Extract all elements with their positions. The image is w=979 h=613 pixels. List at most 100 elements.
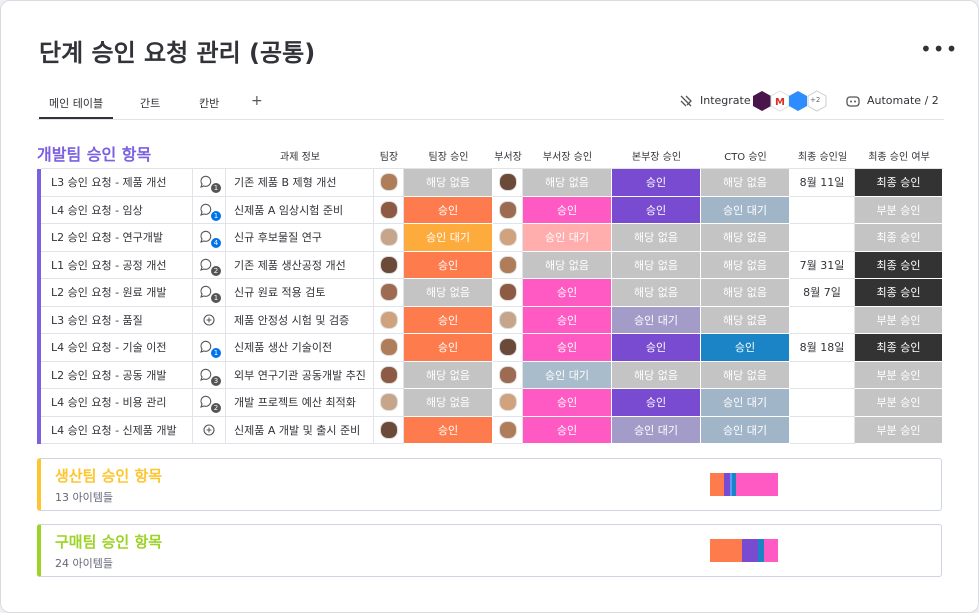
item-name[interactable]: L2 승인 요청 - 공동 개발 — [41, 361, 193, 389]
tab[interactable]: 메인 테이블 — [49, 97, 104, 110]
final-date — [790, 306, 855, 334]
status-team[interactable]: 승인 — [404, 251, 493, 279]
status-hq[interactable]: 해당 없음 — [612, 251, 701, 279]
status-final[interactable]: 최종 승인 — [855, 169, 943, 197]
status-final[interactable]: 부분 승인 — [855, 196, 943, 224]
status-dept[interactable]: 승인 — [523, 334, 612, 362]
add-tab[interactable]: + — [251, 93, 263, 109]
status-hq[interactable]: 승인 — [612, 389, 701, 417]
avatar — [498, 420, 517, 439]
status-cto[interactable]: 승인 대기 — [701, 196, 790, 224]
status-team[interactable]: 승인 — [404, 334, 493, 362]
avatar-cell — [493, 196, 523, 224]
status-final[interactable]: 부분 승인 — [855, 416, 943, 444]
update-cell[interactable]: 1 — [193, 169, 226, 197]
status-team[interactable]: 승인 — [404, 416, 493, 444]
avatar-cell — [374, 306, 404, 334]
status-final[interactable]: 최종 승인 — [855, 279, 943, 307]
table-top-border — [41, 168, 943, 169]
item-name[interactable]: L3 승인 요청 - 제품 개선 — [41, 169, 193, 197]
item-name[interactable]: L1 승인 요청 - 공정 개선 — [41, 251, 193, 279]
status-team[interactable]: 승인 — [404, 306, 493, 334]
status-cto[interactable]: 해당 없음 — [701, 279, 790, 307]
item-name[interactable]: L4 승인 요청 - 신제품 개발 — [41, 416, 193, 444]
status-final[interactable]: 부분 승인 — [855, 389, 943, 417]
item-name[interactable]: L4 승인 요청 - 기술 이전 — [41, 334, 193, 362]
status-cto[interactable]: 해당 없음 — [701, 361, 790, 389]
status-dept[interactable]: 승인 — [523, 279, 612, 307]
status-final[interactable]: 최종 승인 — [855, 224, 943, 252]
update-cell[interactable]: 2 — [193, 251, 226, 279]
status-team[interactable]: 해당 없음 — [404, 169, 493, 197]
item-name[interactable]: L3 승인 요청 - 품질 — [41, 306, 193, 334]
update-cell[interactable]: 1 — [193, 334, 226, 362]
automate-button[interactable]: Automate / 2 — [867, 94, 939, 107]
status-hq[interactable]: 해당 없음 — [612, 361, 701, 389]
collapsed-group[interactable] — [37, 458, 942, 511]
item-name[interactable]: L2 승인 요청 - 연구개발 — [41, 224, 193, 252]
status-dept[interactable]: 승인 — [523, 416, 612, 444]
collapsed-group[interactable] — [37, 524, 942, 577]
avatar-cell — [493, 361, 523, 389]
column-header: 과제 정보 — [280, 152, 320, 163]
avatar — [498, 173, 517, 192]
update-cell[interactable]: 2 — [193, 389, 226, 417]
status-cto[interactable]: 승인 대기 — [701, 416, 790, 444]
status-hq[interactable]: 승인 대기 — [612, 416, 701, 444]
avatar — [498, 200, 517, 219]
item-name[interactable]: L2 승인 요청 - 원료 개발 — [41, 279, 193, 307]
update-count: 2 — [211, 403, 221, 413]
status-final[interactable]: 부분 승인 — [855, 306, 943, 334]
update-cell[interactable]: 3 — [193, 361, 226, 389]
update-cell[interactable] — [193, 306, 226, 334]
group-title[interactable]: 개발팀 승인 항목 — [37, 145, 152, 164]
status-team[interactable]: 해당 없음 — [404, 361, 493, 389]
column-header: 부서장 — [494, 152, 522, 163]
summary-segment — [742, 539, 758, 562]
item-name[interactable]: L4 승인 요청 - 임상 — [41, 196, 193, 224]
group-title[interactable]: 구매팀 승인 항목 — [55, 533, 163, 551]
item-name[interactable]: L4 승인 요청 - 비용 관리 — [41, 389, 193, 417]
status-cto[interactable]: 승인 — [701, 334, 790, 362]
update-count: 3 — [211, 375, 221, 386]
status-hq[interactable]: 승인 대기 — [612, 306, 701, 334]
update-cell[interactable]: 4 — [193, 224, 226, 252]
status-dept[interactable]: 승인 — [523, 306, 612, 334]
status-final[interactable]: 최종 승인 — [855, 334, 943, 362]
status-hq[interactable]: 승인 — [612, 169, 701, 197]
avatar — [498, 310, 517, 329]
update-cell[interactable] — [193, 416, 226, 444]
update-cell[interactable]: 1 — [193, 279, 226, 307]
integrate-button[interactable]: Integrate — [700, 94, 751, 107]
status-dept[interactable]: 승인 — [523, 389, 612, 417]
more-menu[interactable]: ••• — [920, 37, 959, 61]
status-hq[interactable]: 승인 — [612, 334, 701, 362]
status-cto[interactable]: 해당 없음 — [701, 169, 790, 197]
status-cto[interactable]: 해당 없음 — [701, 251, 790, 279]
tab[interactable]: 칸반 — [199, 97, 220, 110]
status-cto[interactable]: 승인 대기 — [701, 389, 790, 417]
status-team[interactable]: 승인 — [404, 196, 493, 224]
status-dept[interactable]: 승인 대기 — [523, 224, 612, 252]
status-cto[interactable]: 해당 없음 — [701, 224, 790, 252]
status-hq[interactable]: 해당 없음 — [612, 279, 701, 307]
status-final[interactable]: 최종 승인 — [855, 251, 943, 279]
tab[interactable]: 간트 — [140, 97, 161, 110]
status-dept[interactable]: 해당 없음 — [523, 169, 612, 197]
summary-segment — [732, 473, 736, 496]
status-cto[interactable]: 해당 없음 — [701, 306, 790, 334]
status-team[interactable]: 해당 없음 — [404, 279, 493, 307]
status-team[interactable]: 승인 대기 — [404, 224, 493, 252]
task-info: 개발 프로젝트 예산 최적화 — [226, 389, 374, 417]
status-dept[interactable]: 승인 — [523, 196, 612, 224]
status-hq[interactable]: 승인 — [612, 196, 701, 224]
status-dept[interactable]: 승인 대기 — [523, 361, 612, 389]
update-cell[interactable]: 1 — [193, 196, 226, 224]
task-info: 기존 제품 생산공정 개선 — [226, 251, 374, 279]
status-dept[interactable]: 해당 없음 — [523, 251, 612, 279]
final-date — [790, 416, 855, 444]
status-final[interactable]: 부분 승인 — [855, 361, 943, 389]
status-team[interactable]: 해당 없음 — [404, 389, 493, 417]
group-title[interactable]: 생산팀 승인 항목 — [55, 467, 163, 485]
status-hq[interactable]: 해당 없음 — [612, 224, 701, 252]
